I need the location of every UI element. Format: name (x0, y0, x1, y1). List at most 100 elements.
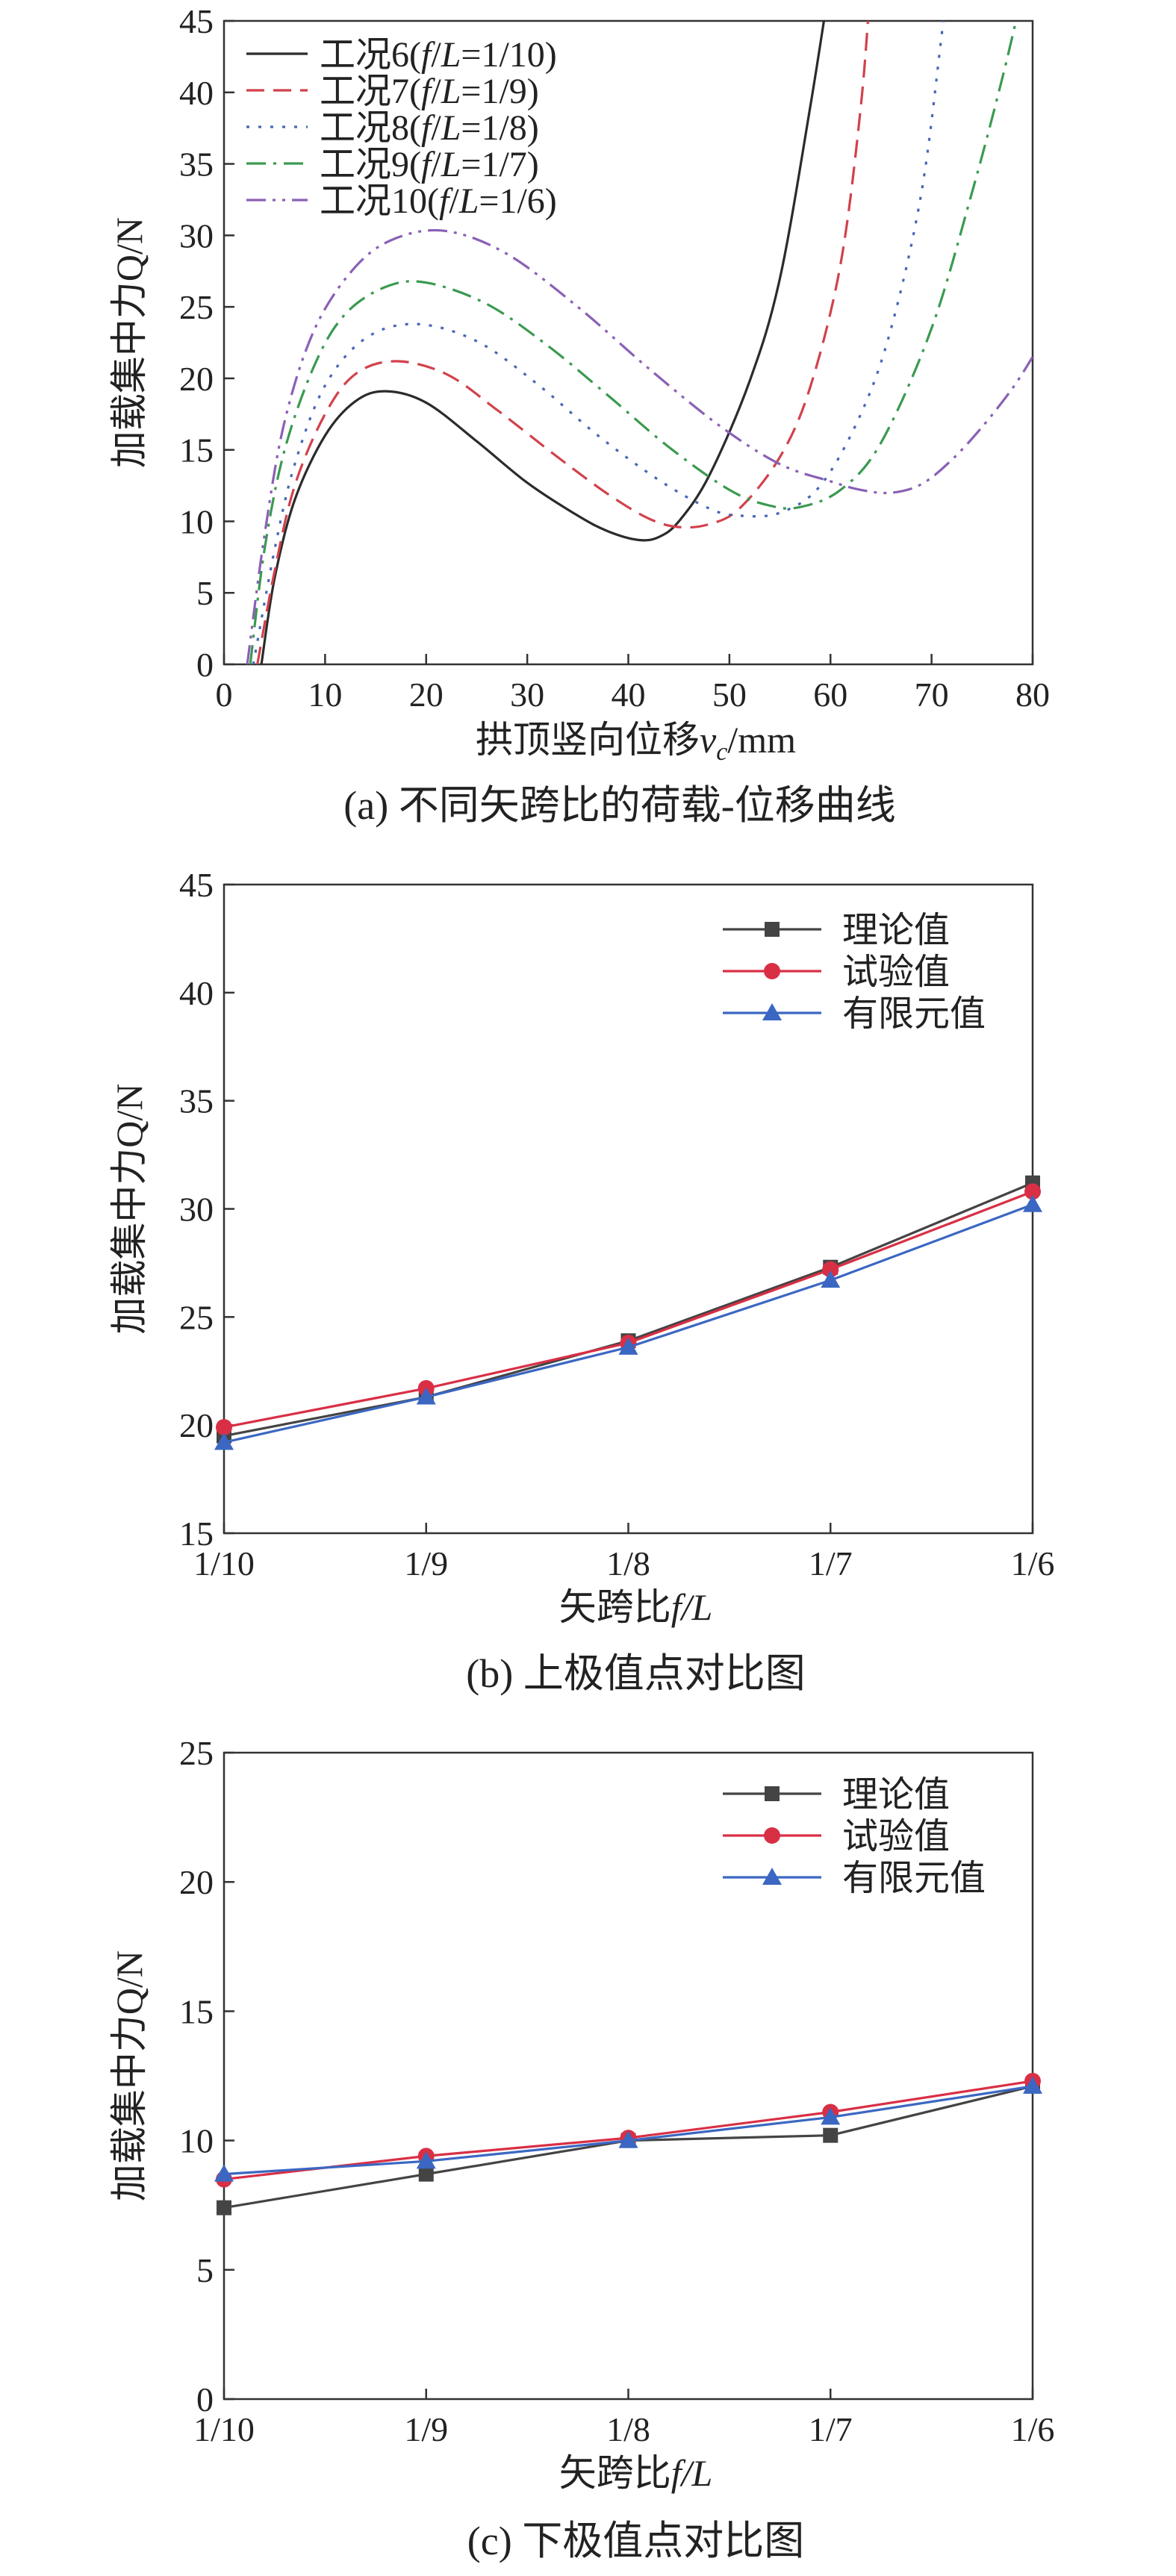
x-tick-label: 1/8 (606, 2410, 650, 2448)
series-line-3 (223, 1203, 1033, 1444)
data-point (618, 2130, 638, 2148)
x-tick-label: 1/7 (809, 1544, 853, 1582)
y-tick-label: 30 (179, 216, 214, 255)
y-axis-label: 加载集中力Q/N (108, 217, 150, 468)
legend-label-2: 试验值 (842, 952, 950, 992)
legend-marker-3 (762, 1003, 782, 1020)
panel-a: 0 10 20 30 40 50 60 70 80 0 5 10 15 20 25 30 35 40 45 加载集中力… (108, 2, 1050, 828)
series-3 (214, 2076, 1042, 2182)
y-tick-label: 45 (179, 2, 214, 40)
legend-label-3: 工况8(f/L=1/8) (320, 108, 539, 148)
y-tick-label: 40 (179, 974, 214, 1012)
y-tick-label: 10 (179, 502, 214, 540)
y-tick-label: 45 (179, 866, 214, 904)
data-point (1023, 1194, 1042, 1212)
x-tick-label: 10 (308, 676, 342, 714)
x-tick-label: 1/7 (809, 2410, 853, 2448)
y-tick-label: 25 (179, 1298, 214, 1336)
y-tick-label: 35 (179, 146, 214, 184)
y-tick-label: 20 (179, 1406, 214, 1444)
caption-b: (b) 上极值点对比图 (466, 1651, 805, 1696)
caption-c: (c) 下极值点对比图 (467, 2519, 804, 2563)
data-point (217, 2200, 231, 2215)
y-tick-label: 15 (179, 1992, 214, 2030)
x-tick-label: 1/10 (193, 1544, 255, 1582)
x-tick-label: 1/9 (404, 2410, 448, 2448)
legend-marker-1 (765, 922, 780, 937)
x-tick-label: 50 (712, 676, 747, 714)
x-tick-label: 20 (409, 676, 444, 714)
series-3 (214, 1194, 1042, 1450)
y-axis-label: 加载集中力Q/N (108, 1083, 150, 1334)
series-2 (216, 1183, 1041, 1436)
x-tick-label: 30 (510, 676, 544, 714)
legend-label-4: 工况9(f/L=1/7) (320, 145, 539, 184)
y-tick-label: 20 (179, 360, 214, 398)
legend-label-3: 有限元值 (842, 994, 986, 1034)
data-point (618, 1337, 638, 1355)
x-axis-label: 矢跨比f/L (559, 1586, 713, 1628)
x-tick-label: 1/8 (606, 1544, 650, 1582)
x-tick-label: 1/10 (193, 2410, 255, 2448)
legend-label-1: 工况6(f/L=1/10) (320, 35, 557, 75)
y-axis-label: 加载集中力Q/N (108, 1950, 150, 2201)
y-tick-label: 15 (179, 1515, 214, 1553)
y-tick-label: 15 (179, 431, 214, 470)
data-point (821, 1270, 841, 1288)
y-tick-label: 30 (179, 1191, 214, 1229)
y-tick-label: 0 (196, 2380, 214, 2418)
y-tick-label: 5 (196, 2251, 214, 2289)
panel-b: 1/10 1/9 1/8 1/7 1/6 15 20 25 30 35 40 45 加载集中力Q/N 矢跨… (108, 866, 1054, 1696)
data-point (1023, 2076, 1042, 2094)
x-tick-label: 60 (813, 676, 847, 714)
data-point (822, 1261, 839, 1278)
legend-marker-2 (764, 1827, 780, 1844)
series-line-2 (223, 1190, 1033, 1429)
data-point (416, 2151, 436, 2169)
x-tick-label: 1/6 (1011, 1544, 1055, 1582)
series-line-4 (249, 21, 1018, 664)
y-tick-label: 5 (196, 574, 214, 612)
legend-label-2: 工况7(f/L=1/9) (320, 72, 539, 111)
x-tick-label: 1/9 (404, 1544, 448, 1582)
x-tick-label: 1/6 (1011, 2410, 1055, 2448)
data-point (416, 1387, 436, 1405)
series-2 (216, 2072, 1041, 2188)
y-tick-label: 0 (196, 646, 214, 684)
series-line-3 (252, 21, 945, 664)
y-tick-label: 10 (179, 2122, 214, 2160)
y-tick-label: 20 (179, 1863, 214, 1901)
legend-label-1: 理论值 (842, 1775, 950, 1815)
legend-label-5: 工况10(f/L=1/6) (320, 181, 557, 221)
y-tick-label: 25 (179, 1734, 214, 1772)
data-point (1024, 1183, 1041, 1200)
legend-label-2: 试验值 (842, 1817, 950, 1856)
legend-label-1: 理论值 (842, 911, 950, 950)
y-tick-label: 25 (179, 288, 214, 326)
x-tick-label: 80 (1015, 676, 1050, 714)
x-axis-label: 拱顶竖向位移vc/mm (476, 719, 796, 766)
series-line-1 (260, 21, 826, 664)
curves (246, 21, 1033, 664)
series-line-5 (246, 228, 1033, 664)
y-tick-label: 35 (179, 1082, 214, 1120)
y-tick-label: 40 (179, 74, 214, 112)
legend-marker-3 (762, 1868, 782, 1885)
x-tick-label: 0 (216, 676, 233, 714)
data-point (821, 2107, 841, 2125)
data-point (418, 2166, 434, 2182)
data-point (823, 2127, 839, 2143)
legend-label-3: 有限元值 (842, 1859, 986, 1898)
legend-marker-1 (765, 1786, 780, 1801)
legend-marker-2 (764, 963, 780, 979)
x-tick-label: 70 (915, 676, 949, 714)
panel-c: 1/10 1/9 1/8 1/7 1/6 0 5 10 15 20 25 加载集中力Q/N 矢跨比f/L… (108, 1734, 1054, 2563)
legend-a: 工况6(f/L=1/10)工况7(f/L=1/9)工况8(f/L=1/8)工况9… (246, 35, 557, 221)
series-line-1 (223, 1182, 1033, 1438)
caption-a: (a) 不同矢跨比的荷载-位移曲线 (343, 783, 895, 828)
x-axis-label: 矢跨比f/L (559, 2452, 713, 2494)
data-point (214, 2164, 234, 2182)
